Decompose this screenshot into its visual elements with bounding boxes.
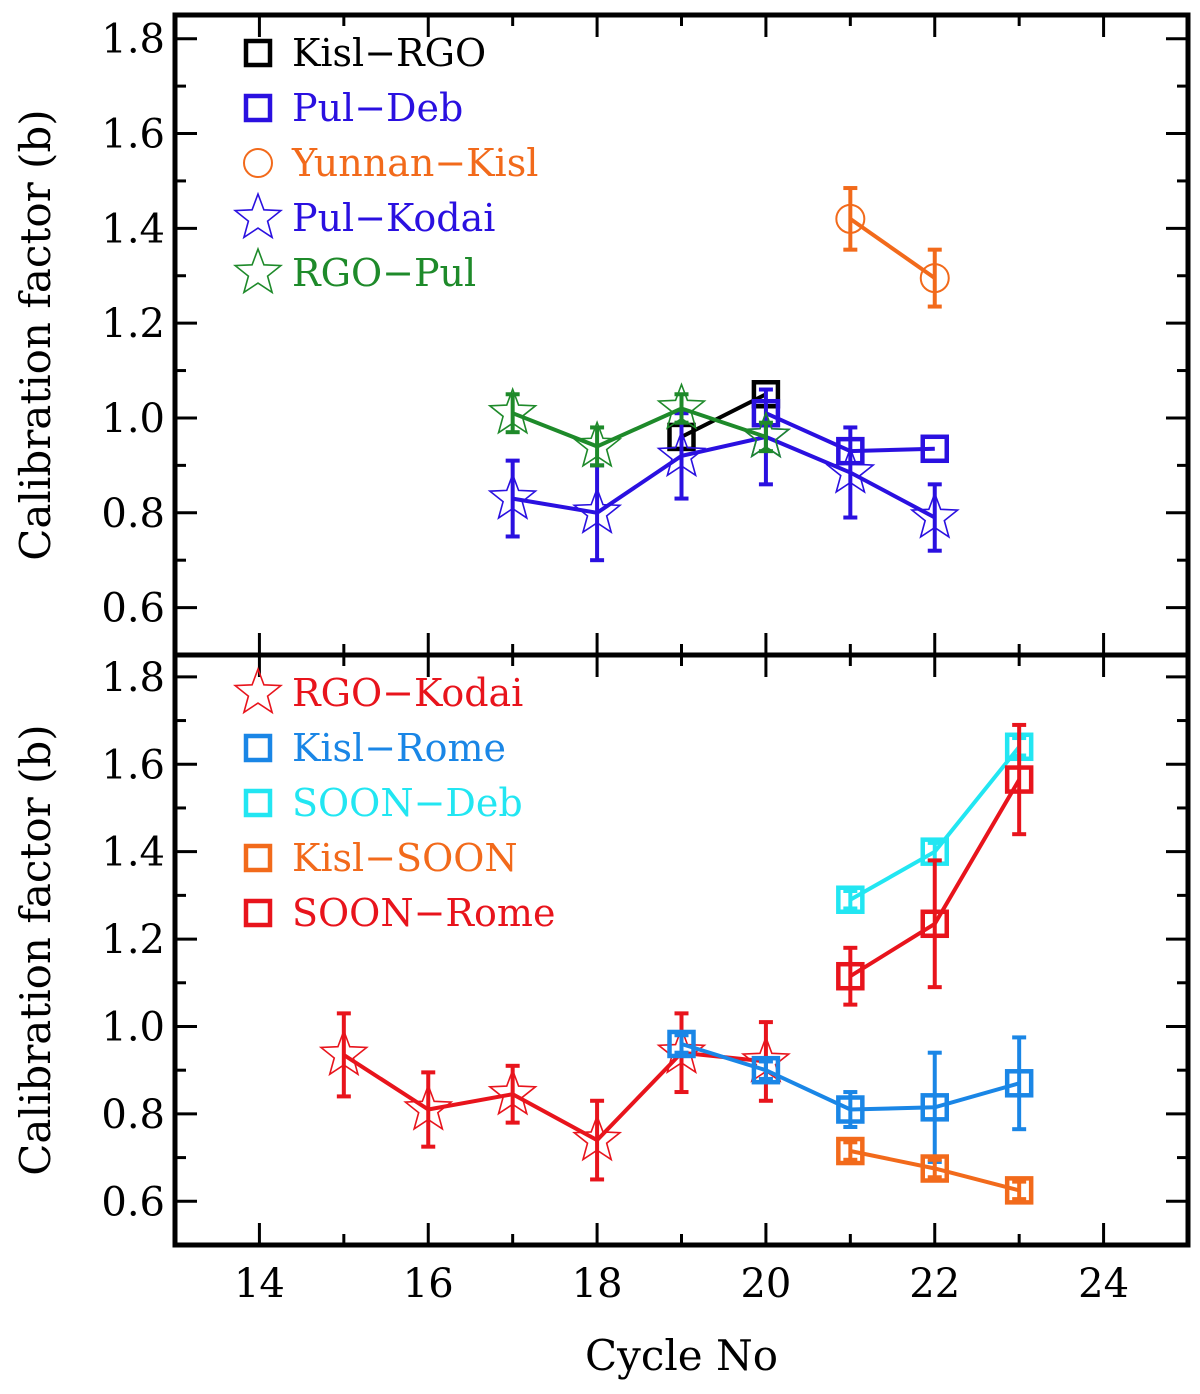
legend-label: SOON−Deb — [292, 781, 523, 825]
series-line — [849, 217, 936, 280]
bottom-panel-xtick-label: 20 — [740, 1261, 791, 1307]
data-point — [572, 486, 623, 535]
bottom-panel-xtick-label: 14 — [234, 1261, 285, 1307]
bottom-panel-series — [836, 722, 1034, 1007]
bottom-panel-ytick-label: 1.0 — [101, 1004, 165, 1050]
data-point — [919, 263, 950, 294]
data-point — [667, 1029, 696, 1059]
data-series — [318, 186, 1034, 1205]
data-point — [836, 1136, 865, 1166]
legend-marker — [243, 148, 273, 178]
top-panel-ytick-label: 1.2 — [101, 301, 165, 347]
bottom-panel-series — [836, 1136, 1034, 1205]
legend-marker — [243, 733, 273, 763]
legend-label: Kisl−RGO — [292, 31, 486, 75]
data-point — [835, 203, 866, 234]
top-panel-ytick-label: 1.4 — [101, 206, 165, 252]
data-point — [656, 1026, 707, 1074]
legend-label: Pul−Deb — [292, 86, 463, 130]
data-point — [836, 885, 865, 914]
bottom-panel-ytick-label: 1.2 — [101, 917, 165, 963]
bottom-panel-legend-item: Kisl−SOON — [243, 836, 518, 880]
series-line — [342, 1050, 767, 1143]
bottom-panel-legend-item: Kisl−Rome — [243, 726, 506, 770]
data-point — [920, 434, 949, 464]
top-panel-series — [487, 382, 791, 468]
bottom-panel-legend-item: RGO−Kodai — [232, 666, 523, 715]
data-point — [572, 1113, 623, 1162]
bottom-panel-legend-item: SOON−Rome — [243, 891, 555, 935]
top-panel-ylabel: Calibration factor (b) — [11, 109, 60, 560]
legends: Kisl−RGO Pul−Deb Yunnan−Kisl Pul−Kodai RGO−P… — [232, 31, 555, 935]
bottom-panel-xlabel: Cycle No — [585, 1331, 778, 1380]
data-point — [920, 909, 949, 939]
series-line — [512, 434, 936, 520]
legend-marker — [232, 191, 284, 240]
bottom-panel-ytick-label: 1.6 — [101, 742, 165, 788]
bottom-panel-ytick-label: 1.8 — [101, 655, 165, 701]
legend-label: Yunnan−Kisl — [291, 141, 538, 185]
data-point — [487, 1067, 538, 1116]
bottom-panel-ytick-label: 1.4 — [101, 830, 165, 876]
top-panel-legend-item: Pul−Kodai — [232, 191, 495, 240]
legend-label: SOON−Rome — [292, 891, 555, 935]
series-line — [511, 406, 767, 449]
data-point — [909, 491, 960, 539]
data-point — [836, 1095, 865, 1124]
legend-marker — [243, 38, 273, 68]
bottom-panel-ylabel: Calibration factor (b) — [11, 724, 60, 1175]
bottom-panel-ytick-label: 0.8 — [101, 1092, 165, 1138]
legend-label: Kisl−Rome — [292, 726, 506, 770]
data-point — [656, 429, 707, 478]
legend-label: RGO−Pul — [292, 251, 476, 295]
data-point — [656, 382, 707, 430]
bottom-panel-legend-item: SOON−Deb — [243, 781, 523, 825]
legend-label: Kisl−SOON — [292, 836, 518, 880]
data-point — [318, 1028, 369, 1077]
data-point — [836, 961, 865, 991]
top-panel-legend-item: Yunnan−Kisl — [243, 141, 538, 185]
bottom-panel-xtick-label: 18 — [572, 1261, 623, 1307]
bottom-panel-series — [667, 1029, 1034, 1164]
bottom-panel-xtick-label: 24 — [1078, 1261, 1129, 1307]
top-panel-series — [835, 186, 950, 309]
data-point — [920, 1093, 949, 1122]
legend-label: RGO−Kodai — [292, 671, 523, 715]
top-panel-legend-item: Kisl−RGO — [243, 31, 486, 75]
data-point — [1004, 1176, 1034, 1205]
top-panel-ytick-label: 1.8 — [101, 17, 165, 63]
top-panel-legend-item: RGO−Pul — [232, 246, 476, 295]
axis-ticks — [173, 15, 1190, 1245]
data-point — [403, 1083, 454, 1131]
top-panel-ytick-label: 0.8 — [101, 491, 165, 537]
top-panel-ytick-label: 1.0 — [101, 396, 165, 442]
legend-marker — [243, 898, 273, 928]
bottom-panel-series — [318, 1011, 791, 1182]
top-panel-legend-item: Pul−Deb — [243, 86, 463, 130]
bottom-panel-xtick-label: 22 — [909, 1261, 960, 1307]
data-point — [1004, 1069, 1034, 1098]
top-panel-ytick-label: 1.6 — [101, 112, 165, 158]
legend-label: Pul−Kodai — [292, 196, 495, 240]
data-point — [1004, 765, 1034, 794]
data-point — [487, 386, 538, 435]
legend-marker — [243, 93, 273, 123]
legend-marker — [232, 666, 284, 715]
data-point — [825, 446, 876, 494]
data-point — [920, 1154, 949, 1183]
legend-marker — [232, 246, 284, 295]
bottom-panel-xtick-label: 16 — [403, 1261, 454, 1307]
legend-marker — [243, 843, 273, 873]
data-point — [740, 410, 791, 459]
bottom-panel-ytick-label: 0.6 — [101, 1179, 165, 1225]
axis-labels: 0.6 0.8 1.0 1.2 1.4 1.6 1.8 Calibration factor … — [11, 17, 1129, 1380]
legend-marker — [243, 788, 273, 818]
data-point — [751, 1055, 781, 1085]
data-point — [572, 420, 623, 468]
data-point — [487, 472, 538, 520]
top-panel-ytick-label: 0.6 — [101, 586, 165, 632]
